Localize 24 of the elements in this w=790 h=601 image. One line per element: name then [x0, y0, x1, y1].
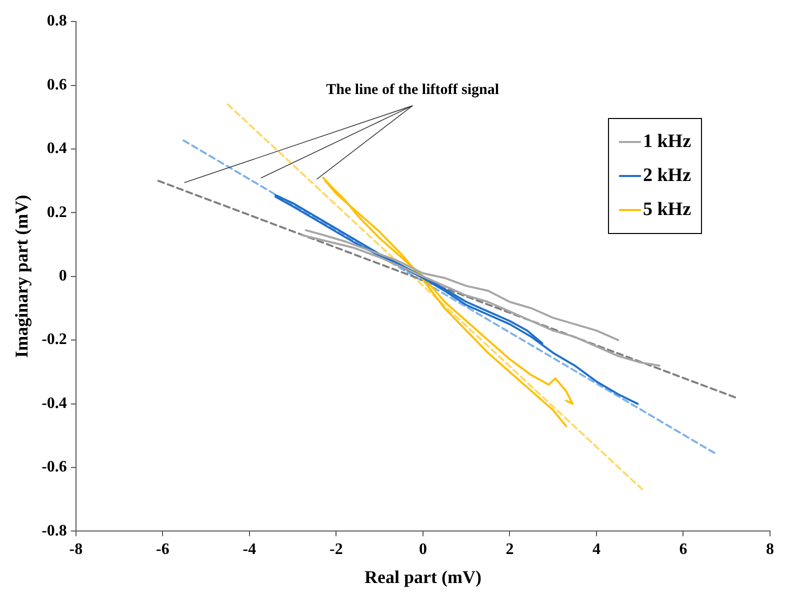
y-tick-label: 0.2: [46, 204, 67, 221]
x-tick-label: -6: [156, 540, 170, 558]
legend-label: 5 kHz: [642, 198, 691, 222]
y-tick-label: -0.2: [42, 331, 67, 348]
x-axis-title: Real part (mV): [364, 566, 482, 587]
x-tick-label: 2: [506, 540, 514, 558]
x-tick-label: -4: [242, 540, 256, 558]
x-tick-label: -2: [330, 540, 343, 558]
legend-label: 2 kHz: [642, 164, 691, 188]
y-tick-label: -0.4: [42, 394, 67, 412]
y-axis-title: Imaginary part (mV): [11, 194, 32, 358]
y-tick-label: 0.4: [46, 140, 67, 158]
x-tick-label: 4: [592, 540, 600, 558]
x-tick-label: 0: [418, 540, 427, 558]
annotation: The line of the liftoff signal: [326, 82, 500, 98]
legend-label: 1 kHz: [642, 130, 691, 154]
y-tick-label: 0: [58, 268, 67, 285]
y-tick-label: 0.6: [46, 76, 67, 94]
y-tick-label: -0.6: [42, 458, 67, 476]
y-tick-label: 0.8: [46, 12, 67, 30]
y-tick-label: -0.8: [42, 522, 67, 540]
x-tick-label: 6: [679, 540, 688, 558]
x-tick-label: -8: [69, 540, 83, 558]
x-tick-label: 8: [766, 540, 774, 558]
